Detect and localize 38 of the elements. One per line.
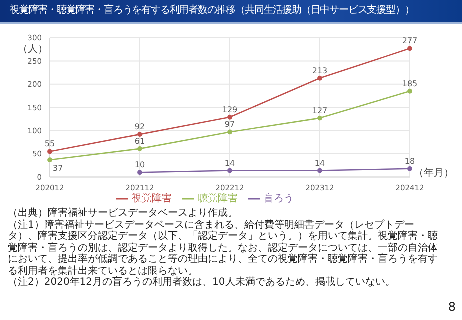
data-label: 14 [314,158,326,168]
point [48,158,52,163]
point [318,116,322,121]
chart-title: 視覚障害・聴覚障害・盲ろうを有する利用者数の推移（共同生活援助（日中サービス支援型）） [0,0,462,24]
point [48,149,52,154]
text: （注1）障害福祉サービスデータベースに含まれる、給付費等明細書データ（レセプトデータ）、障害支援区分認定データ（以下、「認定データ」という。）を用いて集計。視覚障害・聴覚障害・盲ろうの別は、認定データより取得した。なお、認定データについては、一部の自治体において、提出率が低調であること等の理由により、全ての視覚障害・聴覚障害・盲ろうを有する利用者を集計出来ているとは限らない。 [8,220,438,276]
point [228,130,232,135]
point [408,46,412,52]
point [138,146,142,152]
point [318,76,322,81]
point [138,170,142,176]
data-label: 129 [222,105,238,114]
text: 8 [448,300,456,314]
data-label: 37 [53,164,64,174]
data-label: 127 [312,106,328,116]
data-label: 213 [312,66,328,76]
x-axis-title: （年月） [414,167,454,180]
point [228,114,232,120]
point [228,168,232,174]
y-axis-title: （人） [18,43,48,56]
data-label: 18 [404,156,416,166]
data-label: 10 [134,160,146,170]
data-label: 97 [224,120,236,130]
text: （注2）2020年12月の盲ろうの利用者数は、10人未満であるため、掲載していない。 [8,277,396,288]
text: （出典）障害福祉サービスデータベースより作成。 [8,208,239,220]
data-label: 55 [44,140,56,149]
data-label: 14 [224,158,236,168]
legend-label: 聴覚障害 [198,194,238,205]
legend-label: 視覚障害 [132,194,172,205]
data-label: 185 [402,79,418,88]
point [138,132,142,138]
data-label: 92 [134,122,146,132]
point [408,88,412,94]
point [318,168,322,174]
data-label: 61 [134,136,146,146]
legend-label: 盲ろう [264,194,294,205]
point [408,166,412,172]
data-label: 277 [402,36,418,46]
